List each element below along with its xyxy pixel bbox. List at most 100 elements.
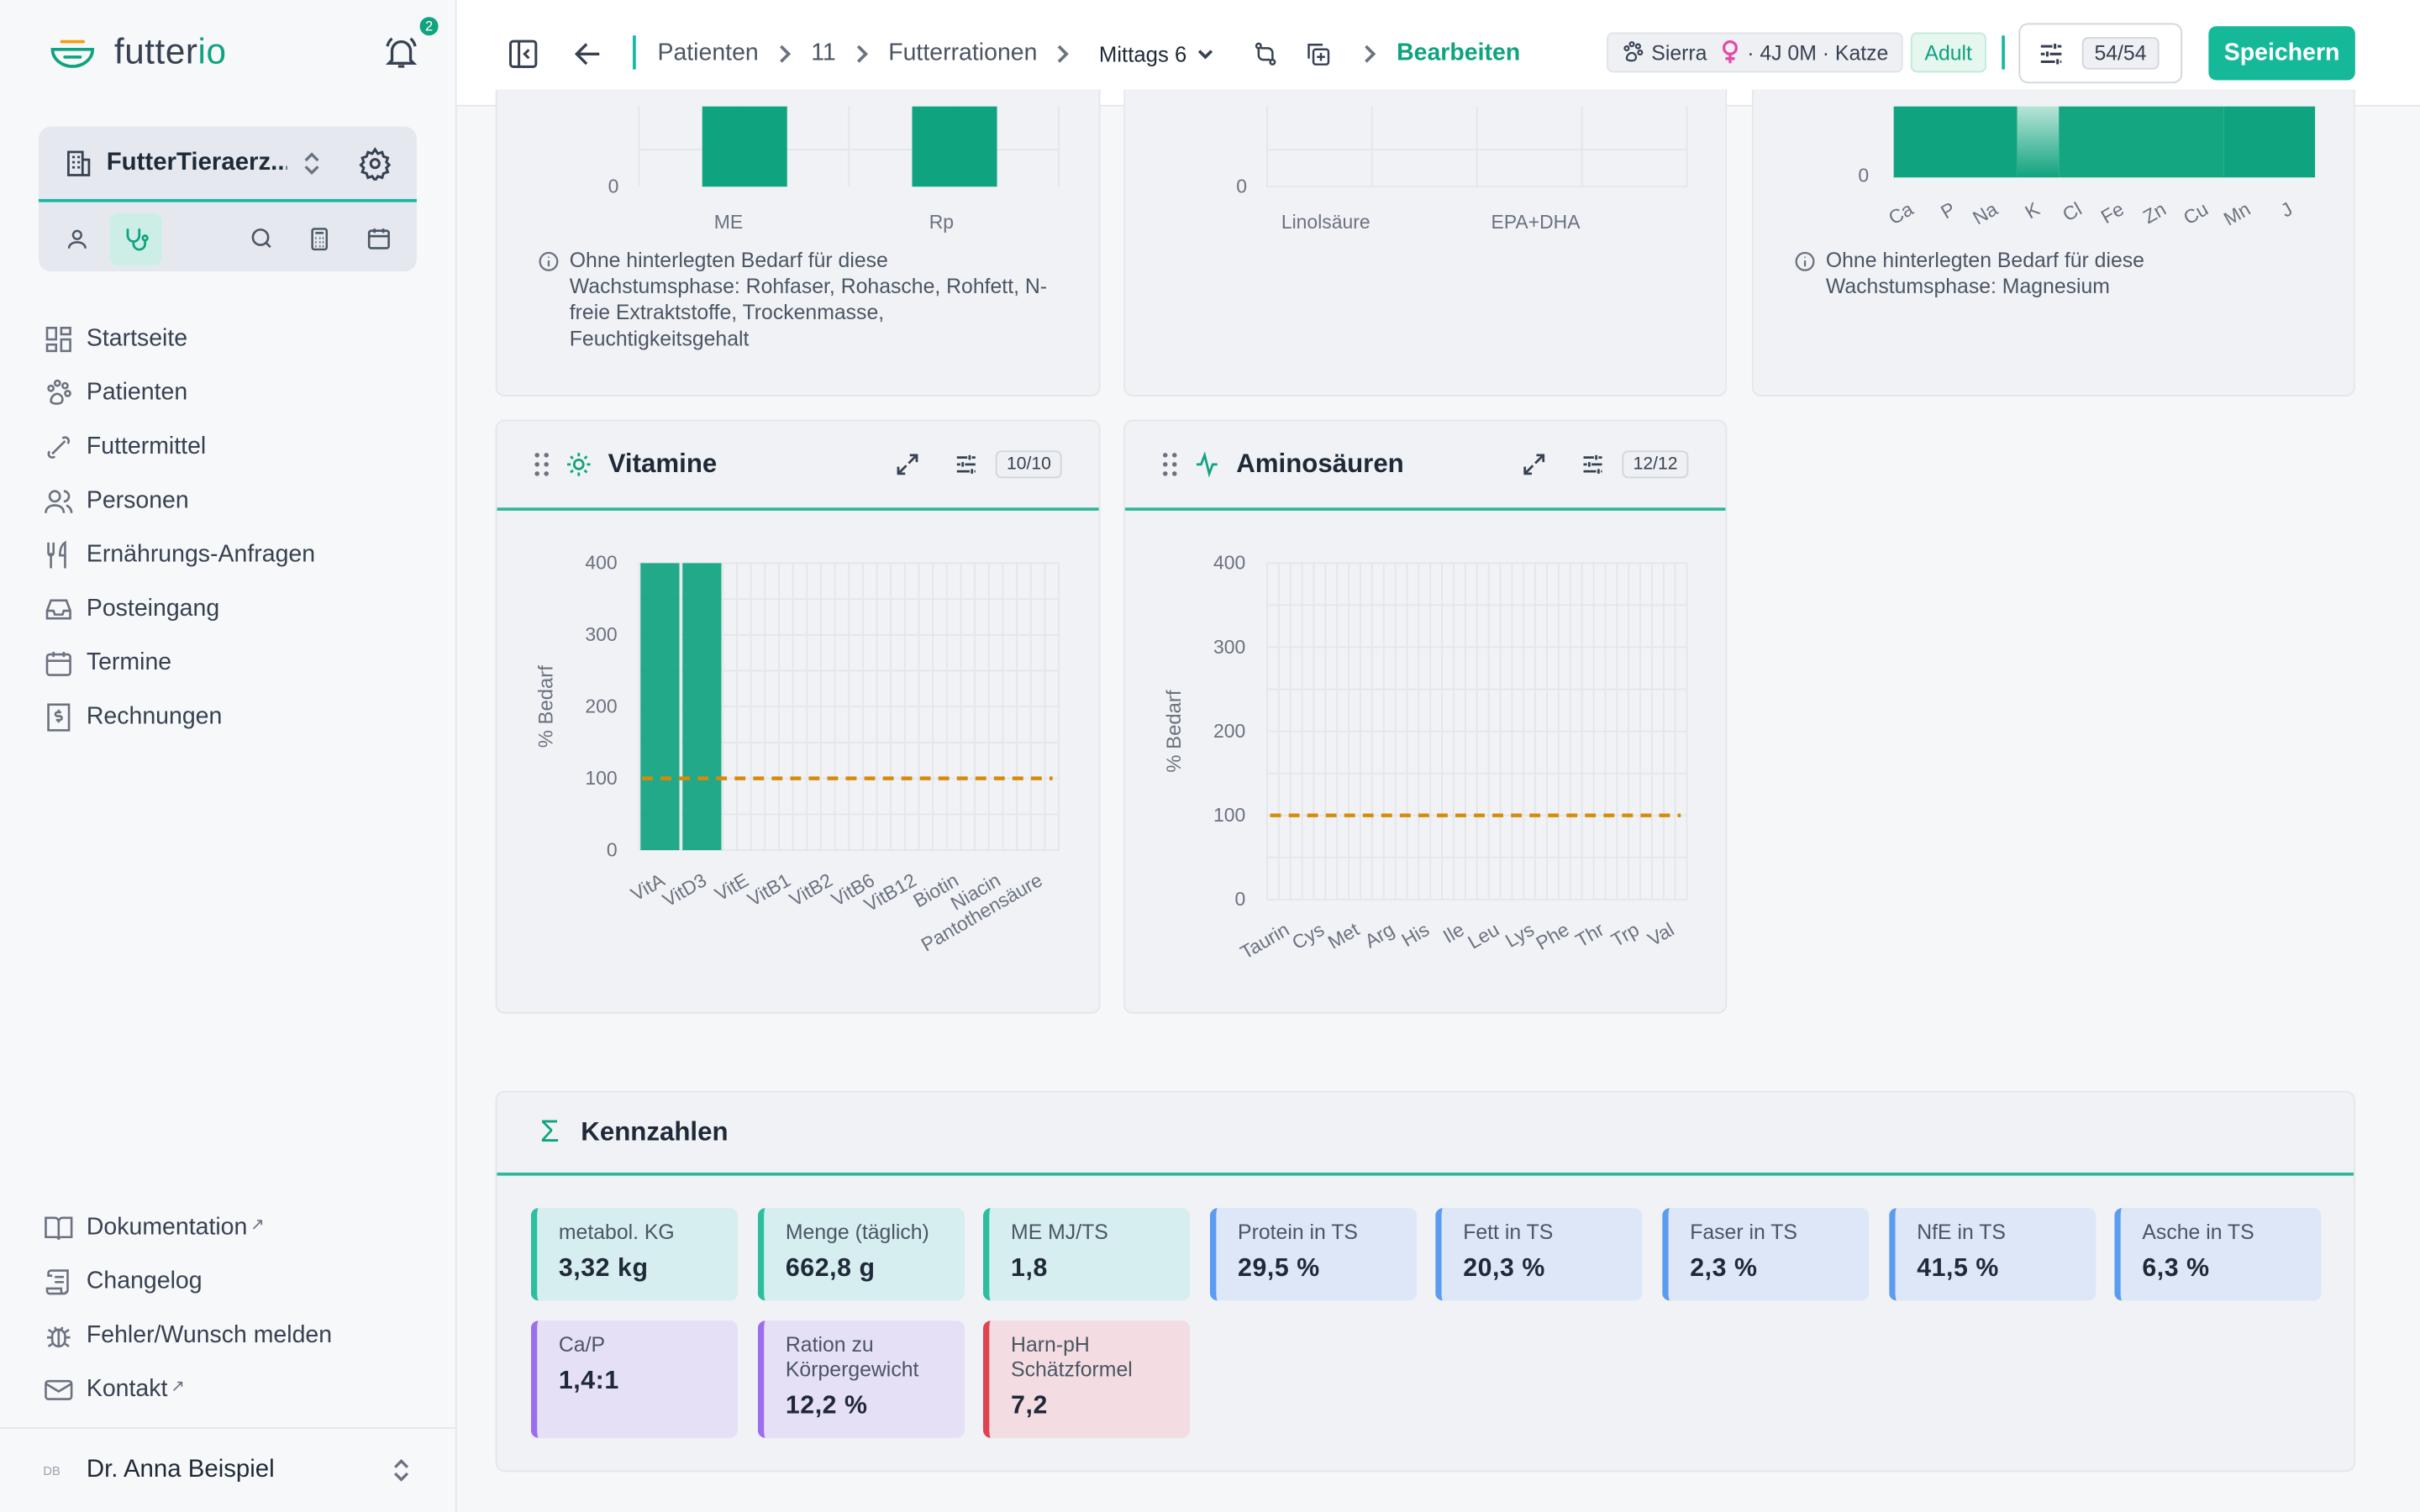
breadcrumb: Patienten 11 Futterrationen Mittags 6 Be… (657, 0, 1520, 107)
nav-item-patienten[interactable]: Patienten (43, 365, 413, 419)
calculator-button[interactable] (293, 213, 345, 265)
practice-switcher: FutterTieraerz... (38, 126, 417, 272)
life-stage-badge: Adult (1910, 32, 1986, 73)
practice-name[interactable]: FutterTieraerz... (106, 149, 287, 176)
calendar-icon (45, 651, 71, 675)
y-tick-label: 100 (1213, 804, 1245, 826)
kpi-label: Ca/P (558, 1332, 606, 1357)
sliders-icon[interactable] (953, 450, 981, 478)
scroll-icon (45, 1268, 69, 1294)
save-button[interactable]: Speichern (2208, 26, 2355, 81)
copy-plus-icon[interactable] (1304, 39, 1332, 67)
expand-icon[interactable] (1521, 450, 1549, 478)
kpi-value: 20,3 % (1463, 1254, 1545, 1283)
x-tick-label: VitB2 (786, 869, 836, 911)
back-button[interactable] (571, 0, 605, 107)
y-tick-label: 300 (585, 623, 617, 645)
x-tick-label: VitB1 (744, 869, 794, 911)
kpi-value: 7,2 (1011, 1391, 1048, 1420)
fork-knife-icon (47, 539, 66, 568)
kpi-label: Protein in TS (1238, 1220, 1358, 1244)
nav-label-text: Dokumentation (86, 1213, 248, 1240)
female-icon (1723, 39, 1739, 64)
y-tick-label: 0 (607, 838, 618, 860)
kpi-value: 1,8 (1011, 1254, 1048, 1283)
nav-item-dokumentation[interactable]: Dokumentation ↗ (43, 1200, 413, 1254)
nav-item-changelog[interactable]: Changelog (43, 1254, 413, 1308)
logo-text: futterio (114, 31, 227, 73)
nutrient-counter: 54/54 (2081, 37, 2160, 70)
person-view-button[interactable] (51, 213, 103, 265)
nav-label: Termine (86, 648, 172, 675)
gear-icon[interactable] (358, 146, 392, 180)
nav-item-personen[interactable]: Personen (43, 474, 413, 528)
patient-badge[interactable]: Sierra · 4J 0M · Katze (1607, 32, 1902, 73)
x-tick-label: Taurin (1237, 918, 1293, 963)
person-icon (67, 228, 87, 248)
search-button[interactable] (234, 213, 287, 265)
mineral-bars-group-1 (1893, 106, 2018, 178)
bell-icon (385, 37, 418, 68)
breadcrumb-patient-id[interactable]: 11 (811, 39, 836, 66)
chevron-updown-icon[interactable] (299, 147, 324, 178)
x-tick-label: Met (1324, 918, 1364, 953)
vet-view-button[interactable] (109, 212, 162, 265)
kpi-menge: Menge (täglich) 662,8 g (757, 1208, 965, 1301)
ration-select[interactable]: Mittags 6 (1099, 41, 1214, 66)
nav-item-termine[interactable]: Termine (43, 636, 413, 690)
kpi-faser: Faser in TS 2,3 % (1662, 1208, 1870, 1301)
fat-cat-epa-dha: EPA+DHA (1491, 211, 1581, 233)
kpi-value: 662,8 g (785, 1254, 876, 1283)
nutrient-filter-button[interactable]: 54/54 (2018, 23, 2183, 84)
drag-handle-icon[interactable] (534, 452, 550, 476)
notifications-button[interactable]: 2 (383, 17, 439, 78)
chevron-right-icon (1057, 44, 1069, 62)
chevron-updown-icon[interactable] (389, 1455, 413, 1486)
mineral-category-label: Zn (2139, 197, 2170, 228)
nav-item-kontakt[interactable]: Kontakt ↗ (43, 1362, 413, 1416)
external-link-icon: ↗ (171, 1377, 186, 1396)
breadcrumb-patienten[interactable]: Patienten (657, 39, 759, 66)
user-menu[interactable]: DB Dr. Anna Beispiel (0, 1426, 457, 1512)
chevron-right-icon (779, 44, 791, 62)
notification-count-badge: 2 (419, 17, 439, 36)
sliders-icon (2040, 43, 2062, 64)
expand-icon[interactable] (894, 450, 922, 478)
secondary-nav: Dokumentation ↗ Changelog Fehler/Wunsch m… (43, 1200, 413, 1416)
macro-note: Ohne hinterlegten Bedarf für diese Wachs… (537, 247, 1061, 352)
mineral-bars-group-2 (2059, 106, 2224, 178)
nav-label: Futtermittel (86, 433, 207, 459)
macro-tick-zero: 0 (608, 176, 619, 197)
nav-label: Changelog (86, 1267, 203, 1294)
drag-handle-icon[interactable] (1162, 452, 1177, 476)
kpi-label: Faser in TS (1690, 1220, 1797, 1244)
building-icon (67, 150, 91, 176)
fatty-acids-chart-card: 0 Linolsäure EPA+DHA (1123, 89, 1728, 397)
macro-cat-rp: Rp (929, 211, 954, 233)
search-icon (250, 228, 271, 249)
aminosaeuren-counter: 12/12 (1622, 450, 1689, 479)
kpi-value: 29,5 % (1238, 1254, 1320, 1283)
sliders-icon[interactable] (1579, 450, 1607, 478)
nav-item-ernaehrungs-anfragen[interactable]: Ernährungs-Anfragen (43, 528, 413, 581)
nav-item-futtermittel[interactable]: Futtermittel (43, 420, 413, 474)
nav-item-fehler-melden[interactable]: Fehler/Wunsch melden (43, 1309, 413, 1362)
chevron-right-icon (1365, 44, 1376, 62)
calendar-button[interactable] (352, 213, 404, 265)
inbox-icon (45, 598, 71, 619)
grid (1266, 562, 1688, 900)
kpi-value: 2,3 % (1690, 1254, 1758, 1283)
aminosaeuren-card: Aminosäuren 12/12 0 100 200 300 400 % Bedarf T… (1123, 419, 1728, 1014)
nav-label: Startseite (86, 324, 188, 351)
toggle-sidebar-button[interactable] (506, 0, 539, 107)
git-compare-icon[interactable] (1251, 39, 1279, 67)
macro-cat-me: ME (714, 211, 743, 233)
kpi-label: Harn-pH Schätzformel (1011, 1332, 1133, 1381)
nav-item-startseite[interactable]: Startseite (43, 312, 413, 365)
nav-item-posteingang[interactable]: Posteingang (43, 581, 413, 635)
breadcrumb-futterrationen[interactable]: Futterrationen (888, 39, 1038, 66)
minerals-note: Ohne hinterlegten Bedarf für diese Wachs… (1793, 247, 2317, 299)
patient-name: Sierra (1651, 40, 1707, 65)
logo[interactable]: futterio (50, 31, 227, 73)
nav-item-rechnungen[interactable]: Rechnungen (43, 690, 413, 743)
